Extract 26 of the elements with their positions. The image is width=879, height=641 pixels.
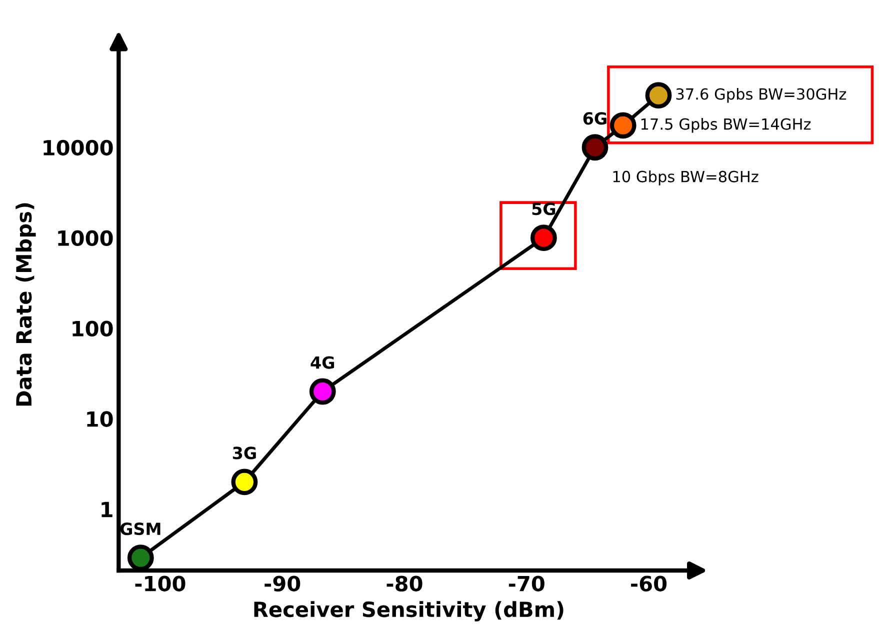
annotation: 4G [310,356,334,369]
y-tick-label: 10000 [44,140,113,156]
point [309,378,336,405]
y-axis-title: Data Rate (Mbps) [16,203,36,406]
x-tick-label: -90 [264,576,300,592]
annotation: 10 Gbps BW=8GHz [613,170,758,186]
point [645,82,672,109]
point [582,134,608,161]
annotation: 6G [583,112,606,125]
y-tick-label: 100 [72,320,113,336]
annotation: 5G [532,202,556,216]
annotation: GSM [120,522,160,536]
annotation: 37.6 Gpbs BW=30GHz [676,88,846,103]
x-tick-label: -100 [135,576,186,592]
x-axis-title: Receiver Sensitivity (dBm) [254,601,564,622]
point [127,544,154,570]
x-tick-label: -80 [386,576,422,592]
y-tick-label: 1 [102,502,112,518]
y-tick-label: 10 [87,411,113,427]
point [610,112,636,139]
annotation: 17.5 Gpbs BW=14GHz [641,118,811,133]
point [231,468,258,496]
x-tick-label: -70 [508,576,544,592]
annotation: 3G [232,446,256,460]
x-tick-label: -60 [631,576,667,592]
y-tick-label: 1000 [58,230,113,246]
